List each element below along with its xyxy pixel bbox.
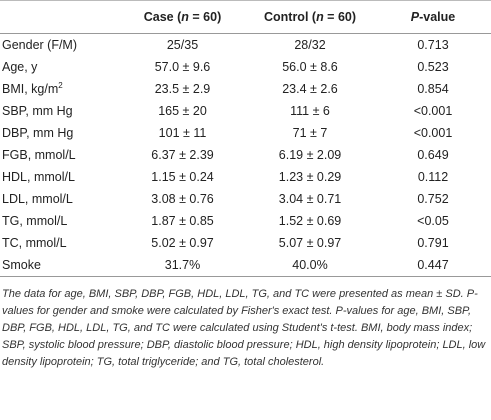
table-cell: 40.0% bbox=[292, 258, 328, 272]
row-label: SBP, mm Hg bbox=[0, 100, 120, 122]
table-cell: 23.5 ± 2.9 bbox=[154, 82, 211, 96]
table-cell: 101 ± 11 bbox=[158, 126, 207, 140]
header-cell: P-value bbox=[375, 1, 491, 34]
label-text: HDL, mmol/L bbox=[2, 170, 75, 184]
label-text: TG, mmol/L bbox=[2, 214, 68, 228]
row-label: HDL, mmol/L bbox=[0, 166, 120, 188]
label-text: DBP, mm Hg bbox=[2, 126, 74, 140]
table-cell: 3.04 ± 0.71 bbox=[278, 192, 342, 206]
table-cell: 6.19 ± 2.09 bbox=[278, 148, 342, 162]
table-row: BMI, kg/m2 23.5 ± 2.9 23.4 ± 2.6 0.854 bbox=[0, 78, 491, 100]
table-cell: <0.001 bbox=[413, 126, 453, 140]
table-cell: 5.02 ± 0.97 bbox=[151, 236, 214, 250]
header-cell: Case (n = 60) bbox=[120, 1, 245, 34]
header-text: -value bbox=[419, 10, 456, 24]
table-cell: <0.001 bbox=[413, 104, 453, 118]
table-cell: 28/32 bbox=[294, 38, 326, 52]
table-cell: 0.447 bbox=[417, 258, 449, 272]
data-table: Case (n = 60) Control (n = 60) P-value Gen… bbox=[0, 0, 491, 277]
table-cell: 111 ± 6 bbox=[290, 104, 330, 118]
header-text: n bbox=[181, 10, 189, 24]
row-label: LDL, mmol/L bbox=[0, 188, 120, 210]
table-cell: 1.87 ± 0.85 bbox=[151, 214, 214, 228]
row-label: TG, mmol/L bbox=[0, 210, 120, 232]
row-label: Smoke bbox=[0, 254, 120, 277]
header-row: Case (n = 60) Control (n = 60) P-value bbox=[0, 0, 491, 34]
table-row: Smoke 31.7% 40.0% 0.447 bbox=[0, 254, 491, 277]
label-text: Smoke bbox=[2, 258, 41, 272]
table-cell: 56.0 ± 8.6 bbox=[282, 60, 338, 74]
table-cell: 0.523 bbox=[417, 60, 449, 74]
header-text: = 60) bbox=[188, 10, 222, 24]
table-cell: 1.15 ± 0.24 bbox=[151, 170, 214, 184]
header-text: Case ( bbox=[143, 10, 182, 24]
table-row: LDL, mmol/L 3.08 ± 0.76 3.04 ± 0.71 0.752 bbox=[0, 188, 491, 210]
table-cell: 5.07 ± 0.97 bbox=[278, 236, 342, 250]
row-label: FGB, mmol/L bbox=[0, 144, 120, 166]
row-label: Age, y bbox=[0, 56, 120, 78]
table-cell: 0.649 bbox=[417, 148, 449, 162]
label-text: LDL, mmol/L bbox=[2, 192, 73, 206]
table-row: SBP, mm Hg 165 ± 20 111 ± 6 <0.001 bbox=[0, 100, 491, 122]
label-text: BMI, kg/m bbox=[2, 82, 59, 97]
table-cell: 0.112 bbox=[417, 170, 449, 184]
label-text: FGB, mmol/L bbox=[2, 148, 76, 162]
table-cell: <0.05 bbox=[417, 214, 449, 228]
label-text: SBP, mm Hg bbox=[2, 104, 73, 118]
table-body: Gender (F/M) 25/35 28/32 0.713 Age, y 57.0 ± … bbox=[0, 34, 491, 277]
table-cell: 165 ± 20 bbox=[158, 104, 207, 118]
table-cell: 3.08 ± 0.76 bbox=[151, 192, 214, 206]
table-cell: 71 ± 7 bbox=[292, 126, 328, 140]
table-row: HDL, mmol/L 1.15 ± 0.24 1.23 ± 0.29 0.112 bbox=[0, 166, 491, 188]
label-text: Gender (F/M) bbox=[2, 38, 78, 52]
table-cell: 0.752 bbox=[417, 192, 449, 206]
table-cell: 0.713 bbox=[417, 38, 449, 52]
table-row: FGB, mmol/L 6.37 ± 2.39 6.19 ± 2.09 0.649 bbox=[0, 144, 491, 166]
table-row: DBP, mm Hg 101 ± 11 71 ± 7 <0.001 bbox=[0, 122, 491, 144]
table-cell: 57.0 ± 9.6 bbox=[154, 60, 211, 74]
header-text: P bbox=[410, 10, 420, 24]
table-cell: 1.52 ± 0.69 bbox=[278, 214, 342, 228]
header-text: n bbox=[316, 10, 324, 24]
table-cell: 23.4 ± 2.6 bbox=[282, 82, 338, 96]
header-cell bbox=[0, 1, 120, 34]
table-row: TG, mmol/L 1.87 ± 0.85 1.52 ± 0.69 <0.05 bbox=[0, 210, 491, 232]
label-superscript: 2 bbox=[58, 81, 63, 91]
table-cell: 1.23 ± 0.29 bbox=[278, 170, 342, 184]
header-cell: Control (n = 60) bbox=[245, 1, 375, 34]
row-label: Gender (F/M) bbox=[0, 34, 120, 57]
footnote: The data for age, BMI, SBP, DBP, FGB, HD… bbox=[2, 288, 486, 368]
header-text: = 60) bbox=[323, 10, 357, 24]
header-text: Control ( bbox=[263, 10, 317, 24]
table-cell: 6.37 ± 2.39 bbox=[151, 148, 214, 162]
table-row: TC, mmol/L 5.02 ± 0.97 5.07 ± 0.97 0.791 bbox=[0, 232, 491, 254]
table-cell: 0.791 bbox=[417, 236, 449, 250]
table-row: Gender (F/M) 25/35 28/32 0.713 bbox=[0, 34, 491, 57]
label-text: TC, mmol/L bbox=[2, 236, 67, 250]
label-text: Age, y bbox=[2, 60, 38, 74]
table-cell: 0.854 bbox=[417, 82, 449, 96]
row-label: DBP, mm Hg bbox=[0, 122, 120, 144]
row-label: BMI, kg/m2 bbox=[0, 78, 120, 100]
table-cell: 31.7% bbox=[164, 258, 201, 272]
table-cell: 25/35 bbox=[166, 38, 199, 52]
row-label: TC, mmol/L bbox=[0, 232, 120, 254]
table-row: Age, y 57.0 ± 9.6 56.0 ± 8.6 0.523 bbox=[0, 56, 491, 78]
